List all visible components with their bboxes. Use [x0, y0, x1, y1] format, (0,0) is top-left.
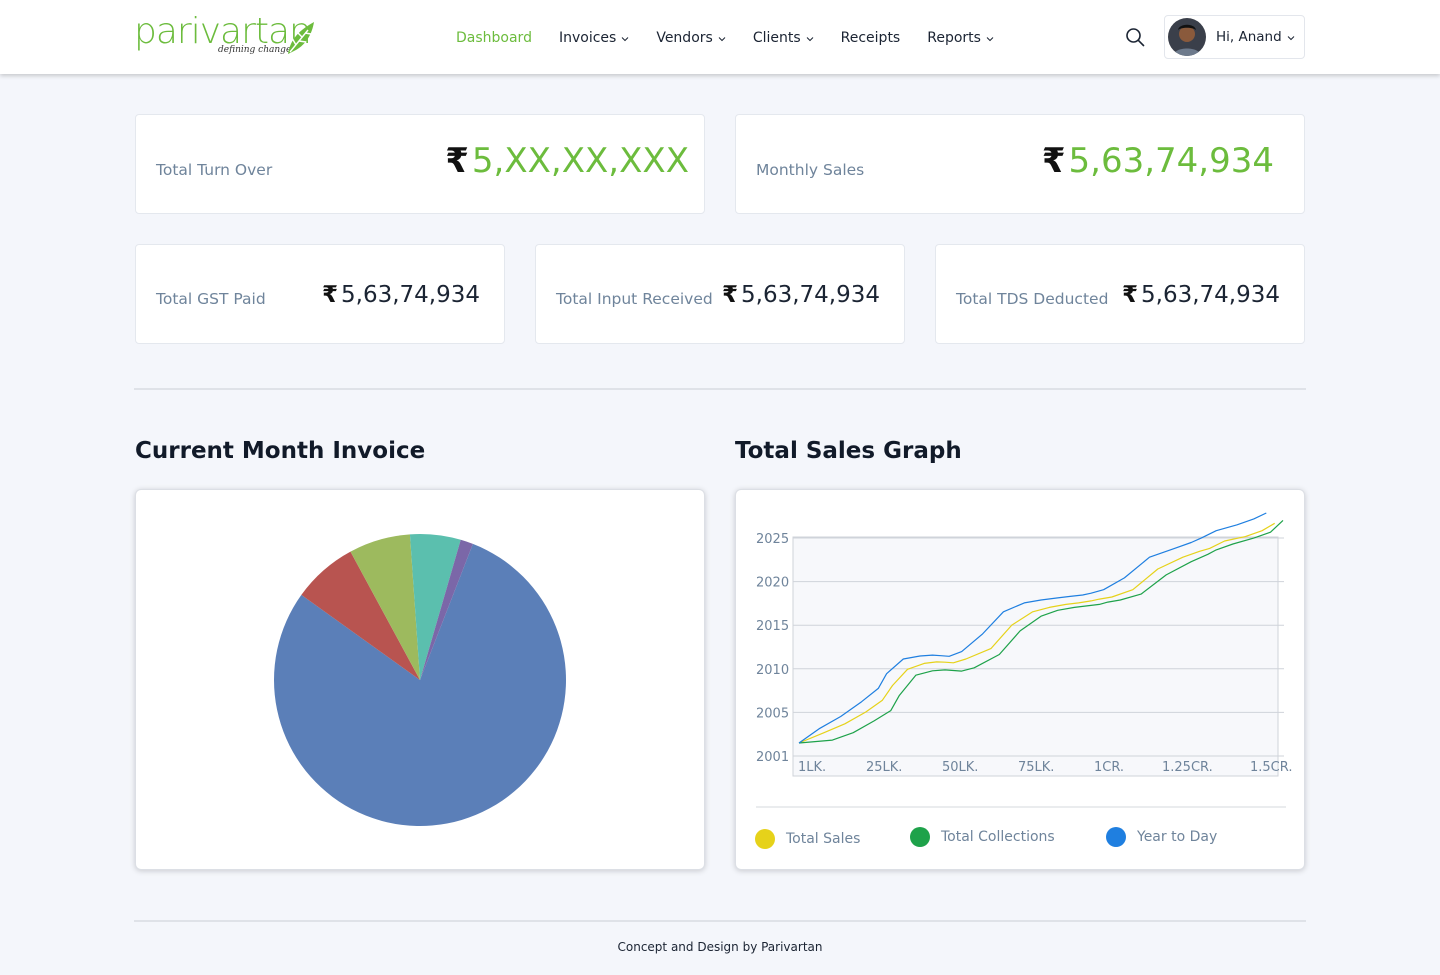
footer-divider: [134, 920, 1306, 922]
series-line[interactable]: [798, 519, 1284, 744]
invoice-section-title: Current Month Invoice: [135, 438, 426, 464]
sales-section-title: Total Sales Graph: [735, 438, 962, 464]
y-tick-label: 2001: [756, 750, 789, 765]
input-card: Total Input Received ₹5,63,74,934: [535, 244, 905, 344]
gst-value: ₹5,63,74,934: [322, 282, 480, 308]
y-tick-label: 2010: [756, 663, 789, 678]
chevron-down-icon: [718, 36, 726, 41]
sales-graph-panel: 2001 2005 2010 2015 2020 2025 1LK. 25LK. 50LK. 75…: [735, 489, 1305, 870]
section-divider: [134, 388, 1306, 390]
footer-credit: Concept and Design by Parivartan: [617, 940, 823, 954]
legend-item[interactable]: Total Sales: [755, 829, 860, 849]
main-nav: Dashboard Invoices Vendors Clients Receipts R…: [456, 28, 1021, 48]
invoice-pie-chart: [273, 534, 566, 826]
nav-item-dashboard[interactable]: Dashboard: [456, 28, 532, 48]
turnover-card: Total Turn Over ₹5,XX,XX,XXX: [135, 114, 705, 214]
input-value: ₹5,63,74,934: [722, 282, 880, 308]
series-line[interactable]: [798, 512, 1267, 744]
gst-card: Total GST Paid ₹5,63,74,934: [135, 244, 505, 344]
pie-slice[interactable]: [420, 539, 473, 680]
series-line[interactable]: [798, 522, 1276, 744]
monthly-sales-value: ₹5,63,74,934: [1042, 141, 1274, 181]
pie-slice[interactable]: [273, 543, 566, 826]
legend-label: Total Collections: [941, 829, 1055, 845]
tds-label: Total TDS Deducted: [956, 290, 1109, 308]
y-tick-label: 2005: [756, 706, 789, 721]
turnover-value: ₹5,XX,XX,XXX: [445, 141, 689, 181]
nav-item-label: Invoices: [558, 30, 617, 46]
legend-label: Year to Day: [1137, 829, 1218, 845]
legend-item[interactable]: Year to Day: [1106, 827, 1217, 847]
brand-name: parivartan: [134, 11, 312, 52]
nav-item-reports[interactable]: Reports: [927, 28, 994, 48]
nav-item-invoices[interactable]: Invoices: [559, 28, 629, 48]
tds-card: Total TDS Deducted ₹5,63,74,934: [935, 244, 1305, 344]
y-tick-label: 2025: [756, 532, 789, 547]
rupee-icon: ₹: [1121, 282, 1138, 308]
legend-swatch: [1106, 827, 1126, 847]
top-bar: parivartan defining change Dashboard Invo…: [0, 0, 1440, 74]
pie-slice[interactable]: [409, 534, 461, 680]
turnover-amount: 5,XX,XX,XXX: [471, 141, 689, 181]
nav-item-label: Clients: [752, 30, 801, 46]
tds-value: ₹5,63,74,934: [1122, 282, 1280, 308]
input-amount: 5,63,74,934: [741, 282, 880, 308]
nav-item-clients[interactable]: Clients: [753, 28, 814, 48]
rupee-icon: ₹: [1041, 141, 1066, 181]
nav-item-receipts[interactable]: Receipts: [841, 28, 901, 48]
x-tick-label: 25LK.: [866, 760, 902, 775]
legend-swatch: [910, 827, 930, 847]
rupee-icon: ₹: [321, 282, 338, 308]
monthly-sales-amount: 5,63,74,934: [1068, 141, 1274, 181]
monthly-sales-card: Monthly Sales ₹5,63,74,934: [735, 114, 1305, 214]
leaf-icon: [288, 22, 314, 54]
gst-amount: 5,63,74,934: [341, 282, 480, 308]
pie-slice[interactable]: [301, 551, 420, 680]
gst-label: Total GST Paid: [156, 290, 266, 308]
y-tick-label: 2015: [756, 619, 789, 634]
x-tick-label: 50LK.: [942, 760, 978, 775]
chevron-down-icon: [1287, 35, 1295, 40]
pie-slice[interactable]: [350, 534, 420, 680]
sales-line-chart: 2001 2005 2010 2015 2020 2025 1LK. 25LK. 50LK. 75…: [756, 512, 1292, 808]
brand-tagline: defining change: [218, 45, 292, 55]
x-tick-label: 75LK.: [1018, 760, 1054, 775]
x-tick-label: 1CR.: [1094, 760, 1124, 775]
turnover-label: Total Turn Over: [156, 161, 273, 179]
legend-swatch: [755, 829, 775, 849]
tds-amount: 5,63,74,934: [1141, 282, 1280, 308]
user-greeting: Hi, Anand: [1216, 29, 1282, 45]
nav-item-vendors[interactable]: Vendors: [656, 28, 726, 48]
input-label: Total Input Received: [556, 290, 713, 308]
avatar: [1168, 18, 1206, 56]
nav-item-label: Receipts: [840, 30, 901, 46]
legend-label: Total Sales: [786, 831, 861, 847]
nav-item-label: Reports: [927, 30, 981, 46]
brand-logo[interactable]: parivartan defining change: [134, 12, 320, 60]
nav-item-label: Dashboard: [456, 30, 532, 46]
rupee-icon: ₹: [445, 141, 469, 181]
rupee-icon: ₹: [721, 282, 738, 308]
x-tick-label: 1.5CR.: [1250, 760, 1292, 775]
chevron-down-icon: [621, 36, 629, 41]
y-tick-label: 2020: [756, 576, 789, 591]
plot-area: [792, 536, 1279, 777]
search-icon[interactable]: [1125, 27, 1145, 47]
x-tick-label: 1LK.: [798, 760, 826, 775]
user-menu[interactable]: Hi, Anand: [1164, 15, 1305, 59]
nav-item-label: Vendors: [656, 30, 713, 46]
monthly-sales-label: Monthly Sales: [756, 161, 865, 179]
legend-item[interactable]: Total Collections: [910, 827, 1055, 847]
invoice-pie-panel: [135, 489, 705, 870]
x-tick-label: 1.25CR.: [1162, 760, 1213, 775]
chevron-down-icon: [806, 36, 813, 41]
chevron-down-icon: [986, 36, 994, 41]
